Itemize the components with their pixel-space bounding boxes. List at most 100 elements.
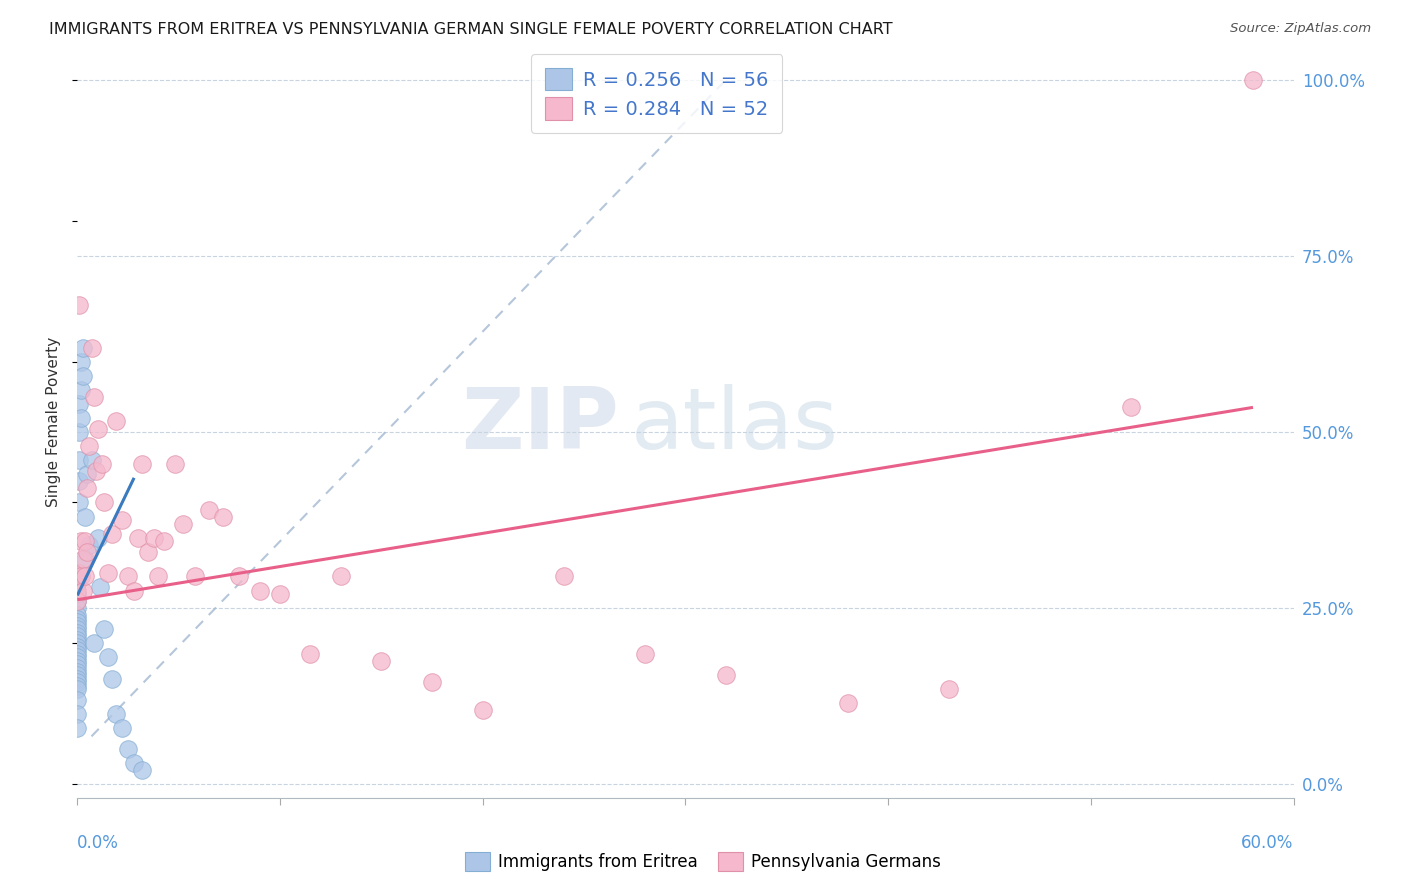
Text: atlas: atlas xyxy=(631,384,839,467)
Point xyxy=(66,640,89,654)
Point xyxy=(66,650,89,665)
Point xyxy=(212,509,235,524)
Point xyxy=(136,545,159,559)
Point xyxy=(172,516,194,531)
Point xyxy=(66,601,89,615)
Point xyxy=(79,439,101,453)
Legend: Immigrants from Eritrea, Pennsylvania Germans: Immigrants from Eritrea, Pennsylvania Ge… xyxy=(457,843,949,880)
Point xyxy=(75,551,97,566)
Point xyxy=(938,682,960,697)
Point xyxy=(553,569,575,583)
Point xyxy=(66,706,89,721)
Point xyxy=(66,668,89,682)
Point xyxy=(104,706,127,721)
Point xyxy=(84,464,107,478)
Point xyxy=(370,654,392,668)
Point xyxy=(67,453,90,467)
Point xyxy=(66,608,89,623)
Point xyxy=(122,756,145,771)
Point xyxy=(184,569,207,583)
Point xyxy=(111,513,134,527)
Point xyxy=(101,672,124,686)
Point xyxy=(122,583,145,598)
Text: 60.0%: 60.0% xyxy=(1241,834,1294,852)
Point xyxy=(67,566,90,580)
Point xyxy=(228,569,250,583)
Legend: R = 0.256   N = 56, R = 0.284   N = 52: R = 0.256 N = 56, R = 0.284 N = 52 xyxy=(531,54,783,133)
Point xyxy=(634,647,657,661)
Point xyxy=(66,647,89,661)
Point xyxy=(70,411,93,425)
Point xyxy=(104,414,127,428)
Point xyxy=(97,566,120,580)
Point xyxy=(66,654,89,668)
Point xyxy=(66,576,89,591)
Text: 0.0%: 0.0% xyxy=(77,834,120,852)
Point xyxy=(111,721,134,735)
Point xyxy=(89,580,111,594)
Point xyxy=(66,661,89,675)
Point xyxy=(83,636,105,650)
Point xyxy=(249,583,271,598)
Point xyxy=(67,425,90,439)
Point xyxy=(66,583,89,598)
Point xyxy=(127,531,149,545)
Point xyxy=(131,763,153,777)
Point xyxy=(299,647,322,661)
Point xyxy=(76,482,98,496)
Point xyxy=(66,622,89,636)
Point xyxy=(198,502,221,516)
Point xyxy=(79,538,101,552)
Point xyxy=(1121,401,1143,415)
Y-axis label: Single Female Poverty: Single Female Poverty xyxy=(46,336,62,507)
Point xyxy=(420,675,443,690)
Point xyxy=(86,531,108,545)
Point xyxy=(66,679,89,693)
Point xyxy=(66,625,89,640)
Point xyxy=(70,383,93,397)
Point xyxy=(714,668,737,682)
Point xyxy=(70,569,93,583)
Text: ZIP: ZIP xyxy=(461,384,619,467)
Point xyxy=(66,675,89,690)
Point xyxy=(93,622,115,636)
Point xyxy=(97,650,120,665)
Point xyxy=(75,509,97,524)
Point xyxy=(837,696,859,710)
Point xyxy=(1241,72,1264,87)
Point xyxy=(66,629,89,643)
Point xyxy=(67,298,90,312)
Point xyxy=(66,672,89,686)
Point xyxy=(70,354,93,368)
Point xyxy=(131,457,153,471)
Point xyxy=(72,583,94,598)
Point xyxy=(66,615,89,630)
Point xyxy=(117,742,139,756)
Point xyxy=(67,495,90,509)
Point xyxy=(329,569,352,583)
Point xyxy=(67,397,90,411)
Point xyxy=(66,692,89,706)
Point xyxy=(101,527,124,541)
Point xyxy=(117,569,139,583)
Point xyxy=(72,341,94,355)
Point xyxy=(269,587,291,601)
Point xyxy=(75,569,97,583)
Point xyxy=(80,453,103,467)
Point xyxy=(66,594,89,608)
Point xyxy=(80,341,103,355)
Point xyxy=(93,495,115,509)
Point xyxy=(70,534,93,549)
Point xyxy=(83,390,105,404)
Point xyxy=(72,551,94,566)
Point xyxy=(66,569,89,583)
Point xyxy=(76,545,98,559)
Point xyxy=(66,566,89,580)
Point xyxy=(67,475,90,489)
Point xyxy=(66,594,89,608)
Point xyxy=(66,721,89,735)
Point xyxy=(66,665,89,679)
Point xyxy=(471,703,494,717)
Point xyxy=(90,457,112,471)
Point xyxy=(75,534,97,549)
